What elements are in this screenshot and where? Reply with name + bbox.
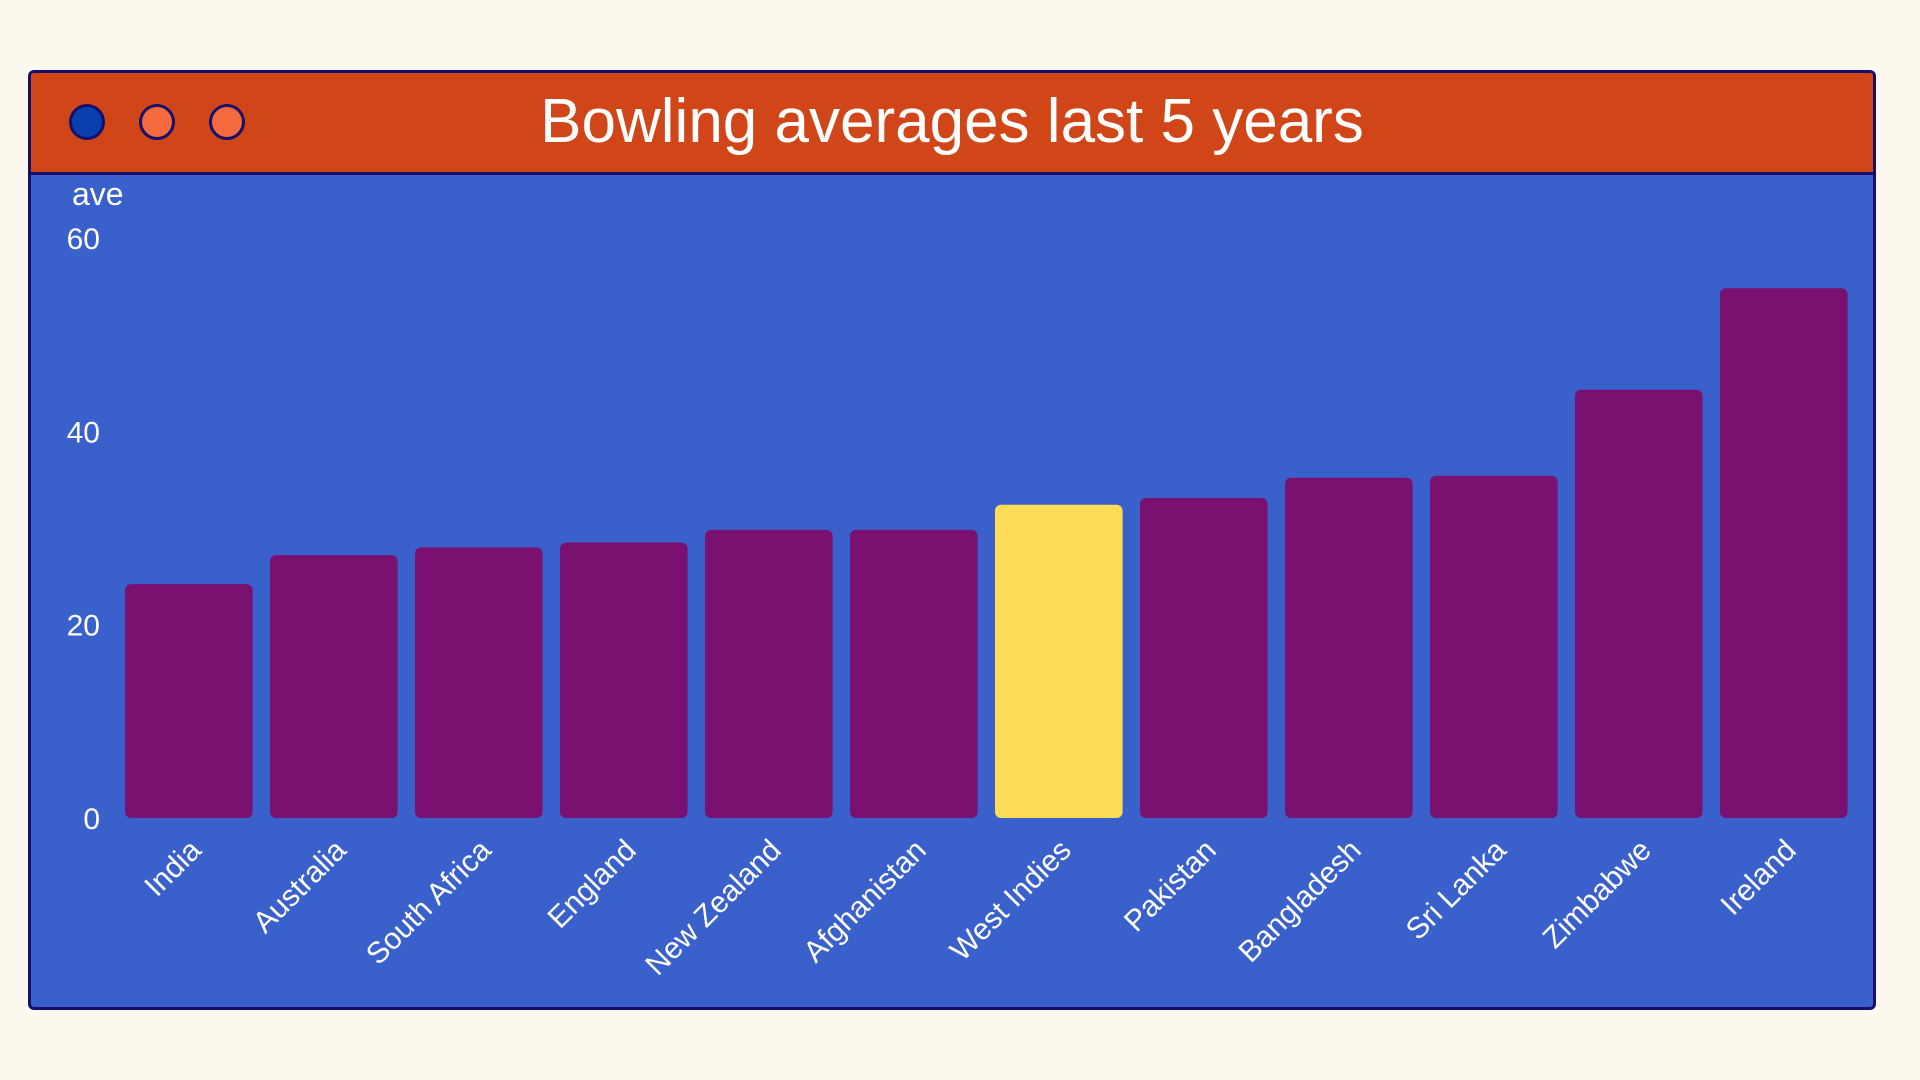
y-tick-label: 40 bbox=[67, 416, 100, 449]
y-axis-label: ave bbox=[72, 176, 124, 212]
x-tick-label: West Indies bbox=[944, 834, 1078, 968]
x-tick-label: Afghanistan bbox=[797, 834, 932, 969]
bar bbox=[1720, 288, 1848, 818]
x-tick-label: Sri Lanka bbox=[1400, 833, 1513, 946]
minimize-button[interactable] bbox=[139, 104, 175, 140]
bar bbox=[850, 529, 978, 818]
bar bbox=[125, 584, 253, 818]
y-tick-label: 0 bbox=[83, 803, 100, 836]
close-button[interactable] bbox=[69, 104, 105, 140]
bar bbox=[705, 529, 833, 818]
x-tick-label: New Zealand bbox=[639, 834, 787, 982]
x-tick-label: Ireland bbox=[1715, 834, 1803, 922]
bar bbox=[560, 542, 688, 818]
bar bbox=[270, 555, 398, 818]
bar bbox=[1140, 498, 1268, 818]
bar bbox=[1575, 389, 1703, 818]
y-tick-label: 20 bbox=[67, 610, 100, 643]
bar bbox=[1285, 477, 1413, 818]
x-tick-label: India bbox=[138, 833, 208, 903]
chart-title: Bowling averages last 5 years bbox=[540, 87, 1364, 156]
bars bbox=[125, 288, 1848, 818]
chart-window: Bowling averages last 5 years bbox=[28, 70, 1876, 1010]
x-tick-label: Bangladesh bbox=[1232, 834, 1367, 969]
x-tick-label: Zimbabwe bbox=[1537, 834, 1658, 955]
bar bbox=[1430, 475, 1558, 818]
bar bbox=[995, 504, 1123, 818]
y-tick-label: 60 bbox=[67, 223, 100, 256]
bar bbox=[415, 547, 543, 818]
x-tick-label: South Africa bbox=[360, 833, 498, 971]
x-tick-label: Pakistan bbox=[1118, 834, 1223, 939]
title-bar: Bowling averages last 5 years bbox=[31, 73, 1873, 175]
maximize-button[interactable] bbox=[209, 104, 245, 140]
x-tick-label: England bbox=[542, 834, 643, 935]
x-tick-label: Australia bbox=[247, 833, 353, 939]
y-axis-ticks: 0 20 40 60 bbox=[67, 223, 100, 836]
